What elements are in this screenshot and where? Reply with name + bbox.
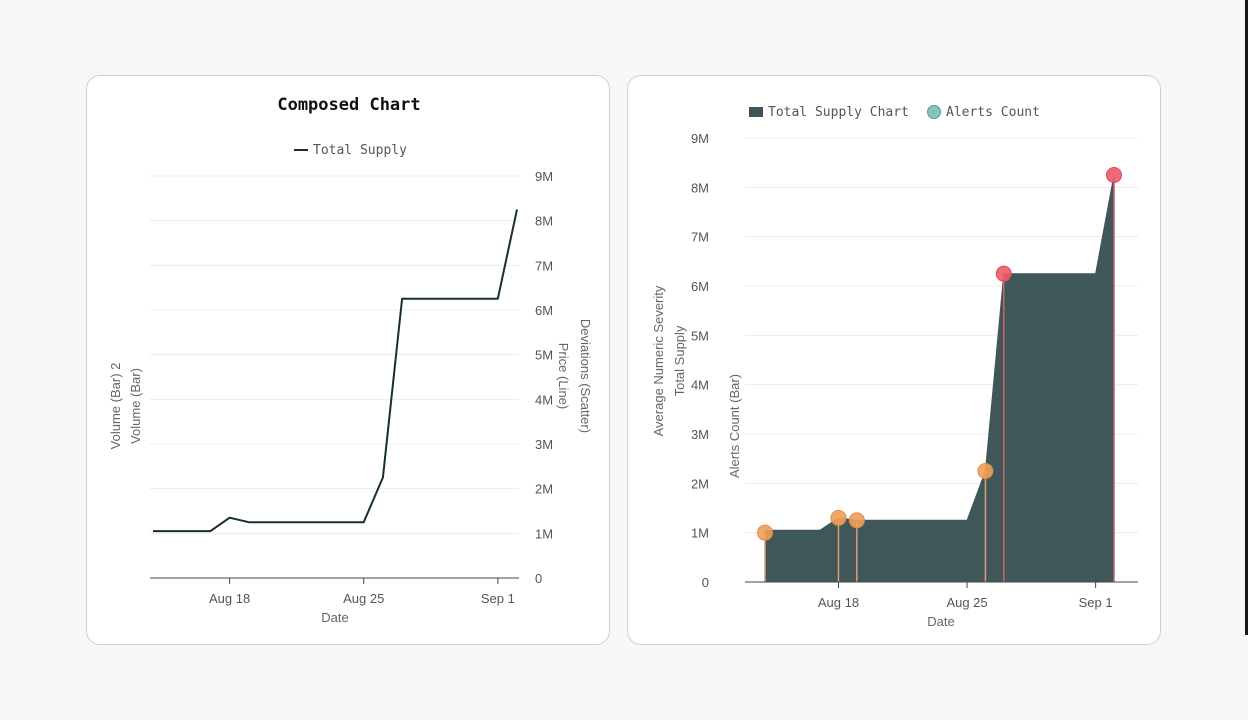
y-tick-label: 6M bbox=[535, 303, 553, 318]
y-tick-label: 4M bbox=[691, 378, 709, 393]
y-tick-label: 2M bbox=[535, 482, 553, 497]
alert-point[interactable] bbox=[757, 524, 773, 541]
y-tick-label: 4M bbox=[535, 392, 553, 407]
clipped-axis-label-box: Alerts Count (Bar) bbox=[727, 374, 742, 478]
y-tick-label: 0 bbox=[535, 571, 542, 586]
composed-chart-card: Composed Chart Total Supply 0 1M 2M 3M 4M 5M 6… bbox=[86, 75, 610, 645]
y-tick-label: 6M bbox=[691, 279, 709, 294]
y-tick-label: 1M bbox=[535, 526, 553, 541]
y-tick-label: 8M bbox=[535, 214, 553, 229]
x-tick-label: Aug 25 bbox=[343, 591, 384, 606]
y-tick-label: 3M bbox=[535, 437, 553, 452]
y-tick-label: 7M bbox=[691, 230, 709, 245]
y-tick-label: 5M bbox=[535, 348, 553, 363]
left-axis-label-total-supply: Total Supply bbox=[672, 325, 687, 396]
legend-swatch-total-supply-chart bbox=[749, 107, 763, 117]
series-total-supply bbox=[153, 209, 518, 533]
x-axis-label: Date bbox=[927, 614, 954, 629]
y-tick-label: 2M bbox=[691, 476, 709, 491]
grid bbox=[150, 175, 519, 534]
chart-title: Composed Chart bbox=[277, 95, 420, 115]
alert-point[interactable] bbox=[848, 512, 865, 529]
y-tick-label: 9M bbox=[535, 169, 553, 184]
legend[interactable]: Total Supply Chart Alerts Count bbox=[749, 105, 1040, 120]
x-axis: Aug 18 Aug 25 Sep 1 bbox=[745, 581, 1138, 610]
left-axis-label-volume-bar-2: Volume (Bar) 2 bbox=[108, 363, 123, 450]
left-axis-label-average-numeric-severity: Average Numeric Severity bbox=[651, 285, 666, 436]
legend-label-total-supply-chart: Total Supply Chart bbox=[768, 105, 909, 120]
y-tick-label: 3M bbox=[691, 427, 709, 442]
window-edge bbox=[1245, 0, 1248, 635]
composed-chart: Composed Chart Total Supply 0 1M 2M 3M 4M 5M 6… bbox=[108, 95, 593, 625]
left-axis-label-alerts-count-bar: Alerts Count (Bar) bbox=[727, 374, 742, 478]
legend-label-alerts-count: Alerts Count bbox=[946, 105, 1040, 120]
legend[interactable]: Total Supply bbox=[294, 143, 407, 158]
y-tick-label: 9M bbox=[691, 131, 709, 146]
right-axis-label-deviations-scatter: Deviations (Scatter) bbox=[578, 319, 593, 433]
x-tick-label: Aug 18 bbox=[209, 591, 250, 606]
total-supply-chart-card: Total Supply Chart Alerts Count 0 1M 2M 3M 4… bbox=[627, 75, 1161, 645]
y-tick-label: 7M bbox=[535, 258, 553, 273]
legend-swatch-alerts-count bbox=[927, 105, 941, 119]
alert-point[interactable] bbox=[830, 509, 847, 526]
y-tick-label: 8M bbox=[691, 180, 709, 195]
left-axis-label-volume-bar: Volume (Bar) bbox=[128, 368, 143, 444]
x-tick-label: Sep 1 bbox=[481, 591, 515, 606]
x-tick-label: Sep 1 bbox=[1079, 595, 1113, 610]
y-tick-label: 5M bbox=[691, 328, 709, 343]
alert-point[interactable] bbox=[1106, 167, 1122, 183]
x-tick-label: Aug 25 bbox=[946, 595, 987, 610]
x-tick-label: Aug 18 bbox=[818, 595, 859, 610]
y-tick-label: 1M bbox=[691, 526, 709, 541]
alert-point[interactable] bbox=[977, 463, 994, 479]
y-axis-ticks: 0 1M 2M 3M 4M 5M 6M 7M 8M 9M bbox=[535, 169, 553, 586]
total-supply-area-chart: Total Supply Chart Alerts Count 0 1M 2M 3M 4… bbox=[651, 105, 1138, 629]
series-total-supply-chart bbox=[764, 174, 1115, 583]
x-axis-label: Date bbox=[321, 610, 348, 625]
y-axis-ticks: 0 1M 2M 3M 4M 5M 6M 7M 8M 9M bbox=[691, 131, 709, 590]
alert-point[interactable] bbox=[995, 265, 1012, 282]
right-axis-label-price-line: Price (Line) bbox=[556, 343, 571, 409]
total-supply-area bbox=[764, 174, 1115, 583]
total-supply-line bbox=[153, 209, 518, 533]
x-axis: Aug 18 Aug 25 Sep 1 bbox=[150, 577, 519, 606]
alert-points bbox=[757, 167, 1122, 582]
y-tick-label: 0 bbox=[702, 575, 709, 590]
legend-label-total-supply: Total Supply bbox=[313, 143, 407, 158]
